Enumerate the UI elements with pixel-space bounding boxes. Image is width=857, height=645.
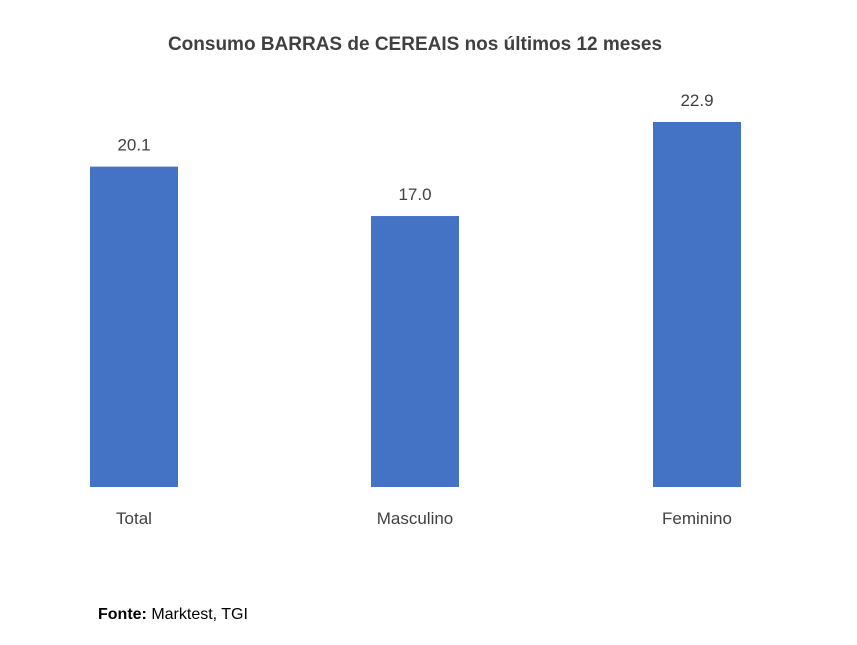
- plot-area: 20.1 Total 17.0 Masculino 22.9 Feminino: [90, 91, 741, 528]
- category-label-total: Total: [116, 509, 152, 528]
- category-label-feminino: Feminino: [662, 509, 732, 528]
- bar-total: [90, 166, 178, 487]
- bar-masculino: [371, 216, 459, 487]
- bar-feminino: [653, 122, 741, 487]
- data-label-feminino: 22.9: [680, 91, 713, 110]
- source-text: Marktest, TGI: [146, 606, 248, 623]
- data-label-total: 20.1: [117, 136, 150, 155]
- data-label-masculino: 17.0: [398, 185, 431, 204]
- category-label-masculino: Masculino: [377, 509, 454, 528]
- chart-title: Consumo BARRAS de CEREAIS nos últimos 12…: [168, 34, 662, 55]
- source-note: Fonte: Marktest, TGI: [98, 606, 248, 624]
- source-label: Fonte:: [98, 606, 147, 623]
